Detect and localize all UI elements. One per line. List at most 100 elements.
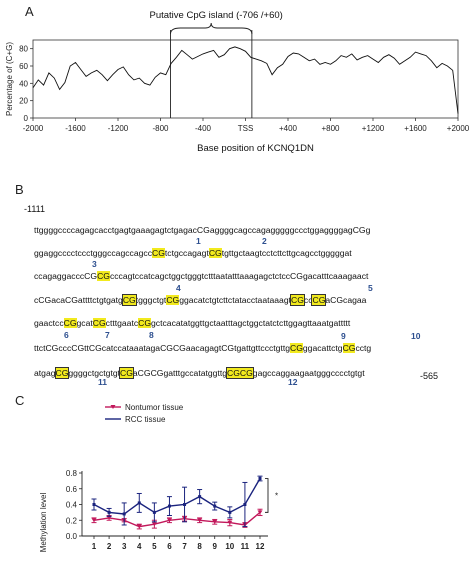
sequence-segment: ccagaggacccCG	[34, 271, 98, 281]
x-tick-label: 5	[152, 542, 157, 551]
data-point	[107, 510, 111, 514]
data-point	[136, 524, 142, 529]
sequence-line: cCGacaCGattttctgtgatgCGtgggctgtCGggacatc…	[34, 294, 367, 306]
sequence-segment: ggacatctgtcttctatacctaataaagt	[179, 295, 291, 305]
cpg-site: CG	[138, 318, 152, 328]
sequence-segment: cc	[303, 295, 313, 305]
cpg-site-number: 1	[196, 236, 201, 246]
sequence-segment: ggaggcccctccctgggccagccagcc	[34, 248, 152, 258]
sequence-segment: tctgccagagt	[164, 248, 209, 258]
cpg-site-number: 5	[368, 283, 373, 293]
x-tick-label: 3	[122, 542, 127, 551]
cpg-site-number: 3	[92, 259, 97, 269]
y-tick-label: 0.0	[66, 532, 78, 541]
sequence-segment: tgttgctaagtcctcttcttgcagcctgggggat	[221, 248, 352, 258]
y-axis-label: Percentage of (C+G)	[5, 42, 14, 116]
sequence-segment: cccagtccatcagctggctgggtctttaatatttaaagag…	[109, 271, 369, 281]
data-point	[122, 512, 126, 516]
sequence-line: ttctCGcccCGttCGcatccataaatagaCGCGaacagag…	[34, 343, 371, 353]
cpg-site: CG	[166, 295, 180, 305]
x-tick-label: 2	[107, 542, 112, 551]
sequence-segment: ttggggccccagagcacctgagtgaaagagtctgagacCG…	[34, 225, 371, 235]
y-tick-label: 0.2	[66, 516, 78, 525]
sequence-line: atgagCGggggctgctgtgtCGaCGCGgatttgccatatg…	[34, 367, 365, 379]
y-axis-label: Methylation level	[39, 492, 48, 552]
series-line	[93, 511, 261, 528]
legend-label-nontumor: Nontumor tissue	[125, 403, 184, 412]
sequence-segment: gctcacatatggttgctaatttagctggctatctcttgga…	[151, 318, 351, 328]
panel-label-c: C	[15, 393, 25, 408]
data-point	[167, 504, 171, 508]
data-point	[197, 518, 203, 523]
data-point	[137, 501, 141, 505]
cpg-site: CG	[54, 367, 70, 379]
sequence-segment: gcat	[76, 318, 93, 328]
cpg-site-number: 12	[288, 377, 298, 387]
sequence-segment: gaactcc	[34, 318, 64, 328]
cpg-site: CG	[63, 318, 77, 328]
cpg-site-number: 2	[262, 236, 267, 246]
sequence-line: ccagaggacccCGCGcccagtccatcagctggctgggtct…	[34, 271, 368, 281]
sequence-segment: atgag	[34, 368, 56, 378]
data-point	[166, 518, 172, 523]
sequence-segment: cCGacaCGattttctgtgatg	[34, 295, 123, 305]
x-tick-label: 9	[213, 542, 218, 551]
sequence-segment: cctg	[355, 343, 372, 353]
significance-marker: *	[275, 491, 278, 500]
sequence-segment: ttctCGcccCGttCGcatccataaatagaCGCGaacagag…	[34, 343, 291, 353]
cpg-site-number: 11	[98, 377, 107, 387]
cpg-site-number: 4	[176, 283, 181, 293]
methylation-chart: 0.00.20.40.60.81 2 3 4 5 6 7 8 9 10 11 12Methylatio…	[39, 403, 278, 552]
cpg-site-number: 10	[411, 331, 421, 341]
x-tick-label: +1200	[362, 124, 385, 133]
sequence-segment: ggacattctg	[302, 343, 343, 353]
x-tick-label: +1600	[404, 124, 427, 133]
cpg-site-number: 6	[64, 330, 69, 340]
x-tick-label: 10	[225, 542, 234, 551]
y-tick-label: 0	[24, 114, 29, 123]
x-tick-label: -1600	[65, 124, 86, 133]
data-point	[151, 522, 157, 527]
y-tick-label: 80	[19, 45, 28, 54]
data-point	[183, 503, 187, 506]
x-tick-label: 4	[137, 542, 142, 551]
x-tick-label: 6	[167, 542, 172, 551]
cpg-site: CG	[152, 248, 165, 258]
sequence-segment: ctttgaatc	[105, 318, 139, 328]
sequence-segment: ggggctgctgtgt	[68, 368, 121, 378]
y-tick-label: 40	[19, 79, 28, 88]
cpg-site: CGCG	[226, 367, 254, 379]
cpg-site-number: 8	[149, 330, 154, 340]
x-tick-label: +400	[279, 124, 298, 133]
sequence-line: ttggggccccagagcacctgagtgaaagagtctgagacCG…	[34, 225, 370, 235]
cpg-site-number: 7	[105, 330, 110, 340]
data-point	[243, 503, 247, 506]
sequence-segment: tgggctgt	[135, 295, 167, 305]
x-tick-label: 7	[182, 542, 187, 551]
data-point	[213, 504, 217, 508]
data-point	[227, 520, 233, 525]
data-point	[212, 519, 218, 524]
y-tick-label: 60	[19, 62, 28, 71]
x-tick-label: 1	[92, 542, 97, 551]
legend-marker-nontumor	[110, 405, 116, 409]
cpg-site: CG	[208, 248, 222, 258]
sequence-segment: aCGcagaa	[325, 295, 367, 305]
gc-content-chart: 0 20 40 60 80 -2000 -1600 -1200 -800 -400 TSS +400 +…	[5, 10, 469, 154]
data-point	[257, 510, 263, 515]
cpg-site: CG	[342, 343, 356, 353]
panel-label-a: A	[25, 4, 34, 19]
cpg-site: CG	[97, 271, 110, 281]
cpg-site: CG	[290, 343, 303, 353]
cpg-site-number: 9	[341, 331, 346, 341]
sequence-line: gaactccCGgcatCGctttgaatcCGgctcacatatggtt…	[34, 318, 350, 328]
y-tick-label: 0.6	[66, 485, 78, 494]
sequence-line: ggaggcccctccctgggccagccagccCGtctgccagagt…	[34, 248, 352, 258]
legend-label-rcc: RCC tissue	[125, 415, 166, 424]
data-point	[91, 518, 97, 523]
data-point	[228, 510, 232, 514]
x-tick-label: -1200	[108, 124, 129, 133]
series-line	[93, 478, 261, 515]
y-tick-label: 0.4	[66, 501, 78, 510]
x-tick-label: -2000	[23, 124, 44, 133]
